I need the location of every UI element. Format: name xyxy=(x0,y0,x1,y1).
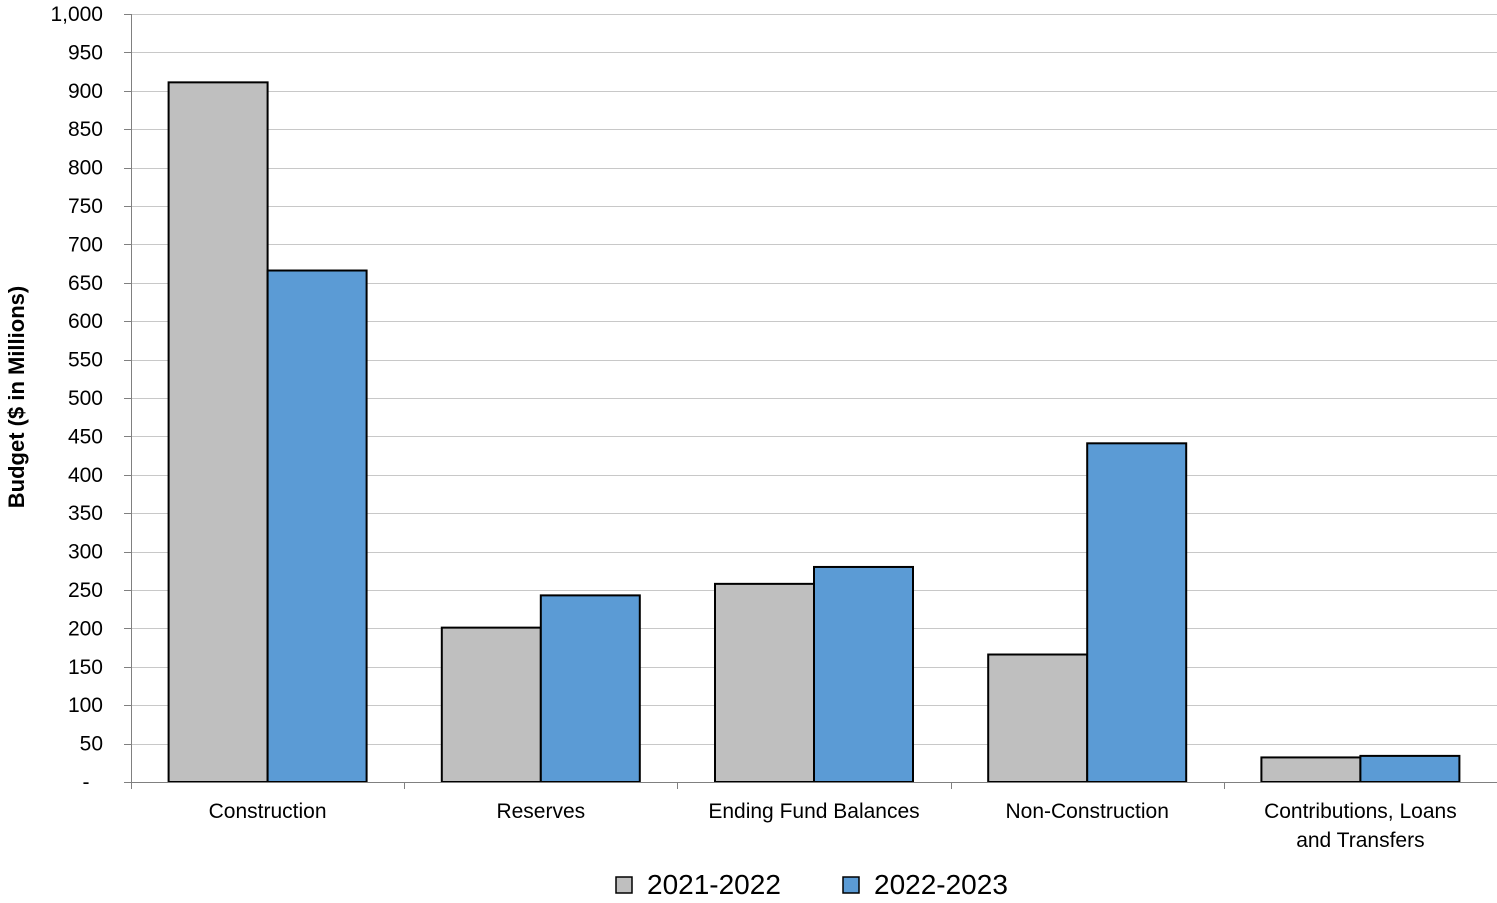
y-tick-label: 950 xyxy=(68,41,103,64)
y-tick-label: 650 xyxy=(68,272,103,295)
legend-label-2022-2023: 2022-2023 xyxy=(874,869,1008,898)
y-tick-label: 300 xyxy=(68,541,103,564)
axes xyxy=(124,14,1497,789)
legend-swatch-2021-2022 xyxy=(615,876,633,894)
bar-2022-2023-reserves xyxy=(539,594,641,783)
y-tick-label: 100 xyxy=(68,694,103,717)
y-tick-label: 750 xyxy=(68,195,103,218)
y-tick-label: 200 xyxy=(68,617,103,640)
bar-2021-2022-construction xyxy=(167,81,269,784)
legend-swatch-2022-2023 xyxy=(842,876,860,894)
x-tick-label: Non-Construction xyxy=(1005,800,1168,823)
x-tick-label: Ending Fund Balances xyxy=(708,800,919,823)
bar-2022-2023-contributions-loans-and-transfers xyxy=(1359,754,1461,783)
legend: 2021-2022 2022-2023 xyxy=(615,869,1008,900)
y-tick-label: 50 xyxy=(80,733,103,756)
bar-2022-2023-non-construction xyxy=(1086,442,1188,783)
y-tick-label: 900 xyxy=(68,80,103,103)
y-tick-label: 1,000 xyxy=(50,3,103,26)
bars xyxy=(167,81,1461,784)
y-axis-title: Budget ($ in Millions) xyxy=(4,286,29,508)
bar-2021-2022-reserves xyxy=(440,626,542,784)
y-tick-label: 700 xyxy=(68,233,103,256)
x-tick-label: Contributions, Loans xyxy=(1264,800,1457,823)
y-tick-label: 400 xyxy=(68,464,103,487)
y-tick-label: 550 xyxy=(68,349,103,372)
y-tick-labels: - 50 100 150 200 250 300 350 400 450 500 550 600 650 7… xyxy=(50,3,103,794)
x-tick-label: and Transfers xyxy=(1296,829,1424,852)
x-tick-labels: Construction Reserves Ending Fund Balances… xyxy=(209,800,1457,852)
legend-label-2021-2022: 2021-2022 xyxy=(647,869,781,898)
y-tick-label: 250 xyxy=(68,579,103,602)
x-tick-label: Construction xyxy=(209,800,327,823)
y-tick-label: 600 xyxy=(68,310,103,333)
y-tick-label: 450 xyxy=(68,425,103,448)
y-tick-label: 150 xyxy=(68,656,103,679)
bar-2021-2022-non-construction xyxy=(987,653,1089,784)
y-tick-label: 800 xyxy=(68,157,103,180)
bar-2021-2022-ending-fund-balances xyxy=(714,582,815,784)
y-tick-label: - xyxy=(83,771,90,794)
bar-2022-2023-construction xyxy=(266,269,368,783)
y-tick-label: 850 xyxy=(68,118,103,141)
y-tick-label: 500 xyxy=(68,387,103,410)
bar-2022-2023-ending-fund-balances xyxy=(813,565,914,784)
y-tick-label: 350 xyxy=(68,502,103,525)
x-tick-label: Reserves xyxy=(496,800,585,823)
bar-2021-2022-contributions-loans-and-transfers xyxy=(1260,756,1362,784)
